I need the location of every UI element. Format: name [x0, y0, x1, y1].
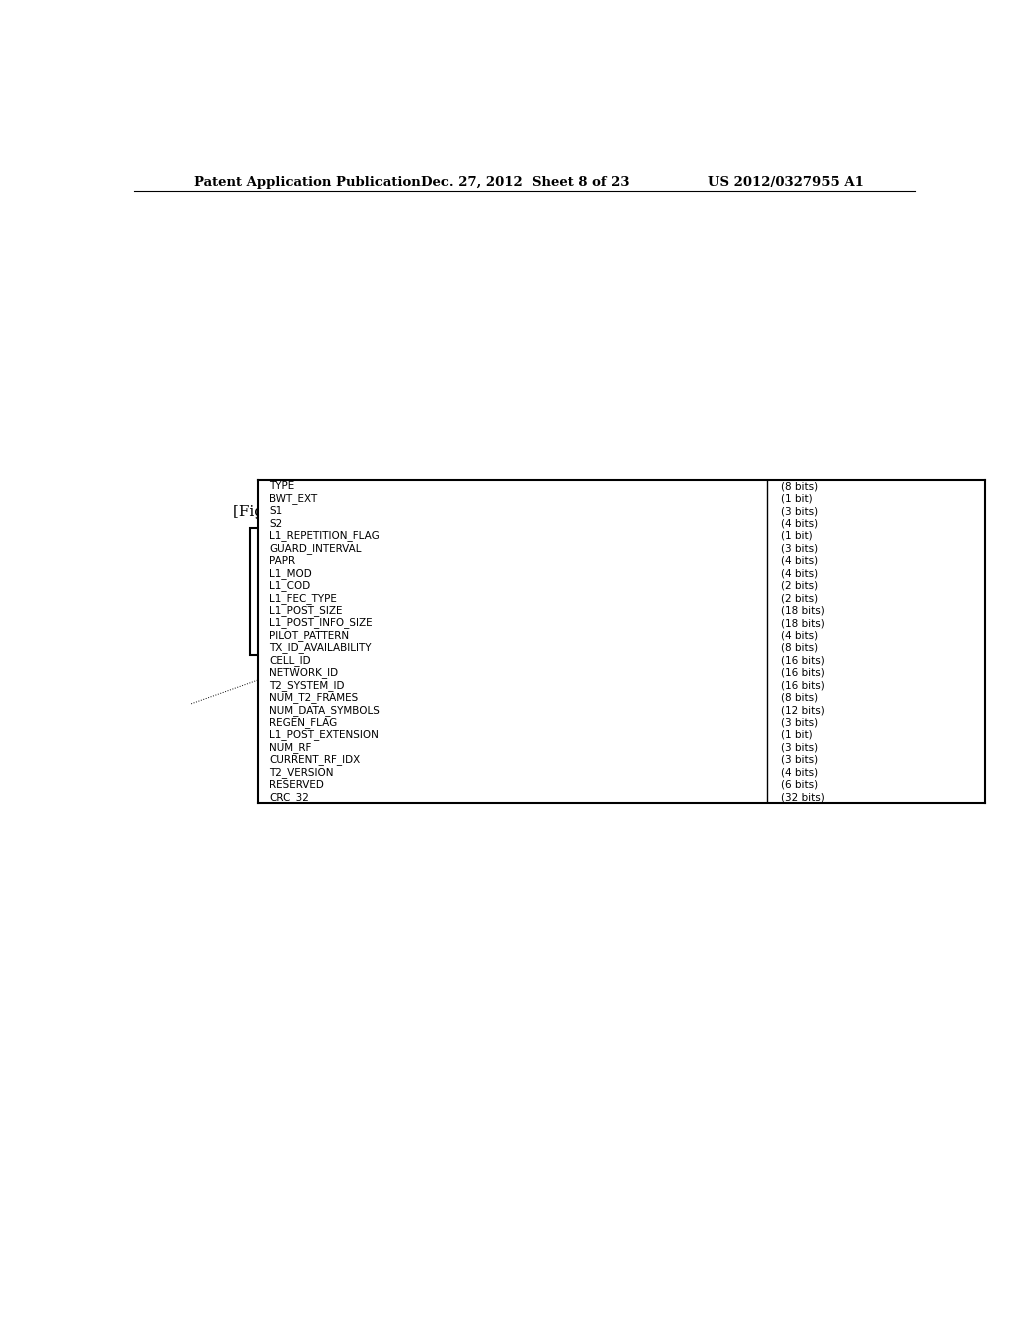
Text: (4 bits): (4 bits)	[781, 519, 818, 528]
Text: (4 bits): (4 bits)	[781, 556, 818, 566]
Text: (2 bits): (2 bits)	[781, 593, 818, 603]
Bar	[251, 528, 328, 655]
Text: (6 bits): (6 bits)	[781, 780, 818, 789]
Text: NETWORK_ID: NETWORK_ID	[269, 668, 338, 678]
Text: (3 bits): (3 bits)	[781, 718, 818, 727]
Text: T2_VERSION: T2_VERSION	[269, 767, 334, 777]
Text: (8 bits): (8 bits)	[781, 693, 818, 702]
Text: [Fig. 7]: [Fig. 7]	[232, 506, 289, 519]
Text: (18 bits): (18 bits)	[781, 606, 825, 615]
Text: (8 bits): (8 bits)	[781, 643, 818, 653]
Text: (16 bits): (16 bits)	[781, 668, 825, 677]
Text: GUARD_INTERVAL: GUARD_INTERVAL	[269, 543, 361, 554]
Text: (1 bit): (1 bit)	[781, 531, 813, 541]
Text: T2_SYSTEM_ID: T2_SYSTEM_ID	[269, 680, 344, 690]
Text: REGEN_FLAG: REGEN_FLAG	[269, 717, 337, 729]
Text: (32 bits): (32 bits)	[781, 792, 825, 803]
Text: (16 bits): (16 bits)	[781, 655, 825, 665]
Text: (1 bit): (1 bit)	[781, 730, 813, 741]
Text: S1: S1	[269, 506, 283, 516]
Text: (3 bits): (3 bits)	[781, 742, 818, 752]
Text: PAPR: PAPR	[269, 556, 295, 566]
Text: US 2012/0327955 A1: US 2012/0327955 A1	[709, 176, 864, 189]
Text: (4 bits): (4 bits)	[781, 569, 818, 578]
Text: TYPE: TYPE	[269, 482, 294, 491]
Text: Dec. 27, 2012  Sheet 8 of 23: Dec. 27, 2012 Sheet 8 of 23	[421, 176, 629, 189]
Text: (18 bits): (18 bits)	[781, 618, 825, 628]
Text: BWT_EXT: BWT_EXT	[269, 494, 317, 504]
Text: (4 bits): (4 bits)	[781, 767, 818, 777]
Text: (3 bits): (3 bits)	[781, 755, 818, 764]
Text: Patent Application Publication: Patent Application Publication	[194, 176, 421, 189]
Text: (12 bits): (12 bits)	[781, 705, 825, 715]
Text: NUM_T2_FRAMES: NUM_T2_FRAMES	[269, 692, 358, 704]
Text: L1_POST_INFO_SIZE: L1_POST_INFO_SIZE	[269, 618, 373, 628]
Text: (4 bits): (4 bits)	[781, 631, 818, 640]
Text: L1_COD: L1_COD	[269, 581, 310, 591]
Text: L1_FEC_TYPE: L1_FEC_TYPE	[269, 593, 337, 603]
Text: NUM_DATA_SYMBOLS: NUM_DATA_SYMBOLS	[269, 705, 380, 715]
Text: (3 bits): (3 bits)	[781, 544, 818, 553]
Text: (16 bits): (16 bits)	[781, 680, 825, 690]
Text: L1_MOD: L1_MOD	[269, 568, 311, 578]
Text: TX_ID_AVAILABILITY: TX_ID_AVAILABILITY	[269, 643, 372, 653]
Text: CELL_ID: CELL_ID	[269, 655, 310, 665]
Text: RESERVED: RESERVED	[269, 780, 324, 789]
Text: S2: S2	[269, 519, 283, 528]
Text: L1_REPETITION_FLAG: L1_REPETITION_FLAG	[269, 531, 380, 541]
Text: (1 bit): (1 bit)	[781, 494, 813, 504]
Text: (8 bits): (8 bits)	[781, 482, 818, 491]
Text: (3 bits): (3 bits)	[781, 506, 818, 516]
Text: CURRENT_RF_IDX: CURRENT_RF_IDX	[269, 755, 360, 766]
Text: L1-pre signalling: L1-pre signalling	[263, 543, 276, 640]
Text: (2 bits): (2 bits)	[781, 581, 818, 591]
Text: L1_POST_EXTENSION: L1_POST_EXTENSION	[269, 730, 379, 741]
Text: PILOT_PATTERN: PILOT_PATTERN	[269, 630, 349, 642]
Text: L1_POST_SIZE: L1_POST_SIZE	[269, 605, 342, 616]
Text: L1-post signalling: L1-post signalling	[302, 540, 315, 644]
Text: NUM_RF: NUM_RF	[269, 742, 311, 752]
Text: CRC_32: CRC_32	[269, 792, 309, 803]
